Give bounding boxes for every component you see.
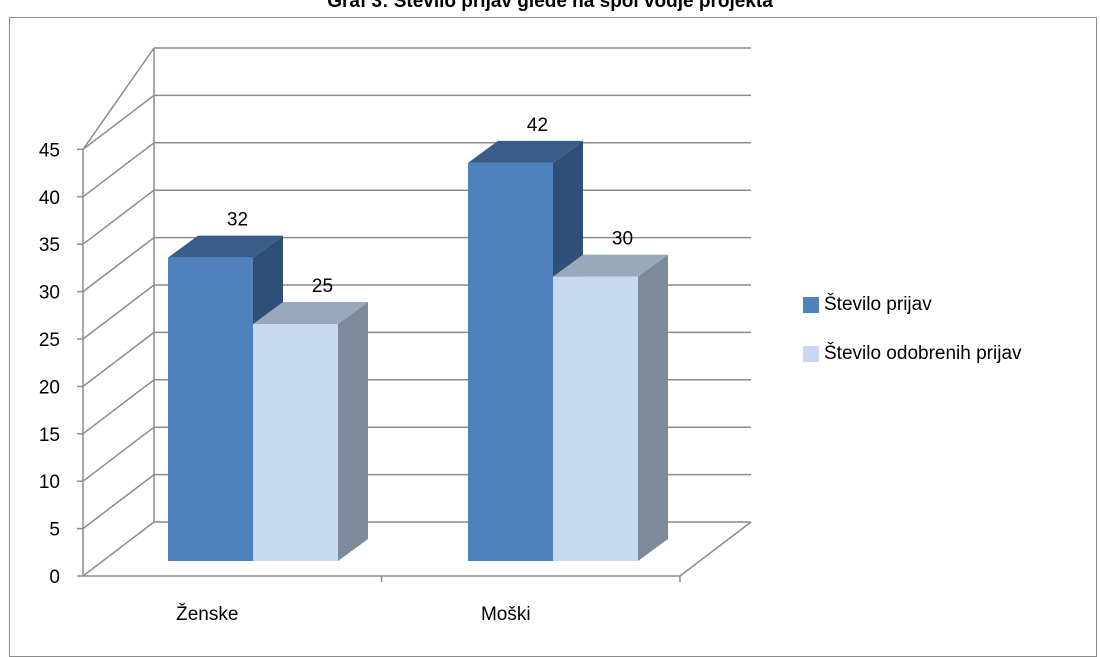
- chart-plot: 0 5 10 15 20 25 30 35 40 45 Ženske Moški 32 42 25 30: [39, 47, 752, 625]
- side-gridline-35: [82, 189, 155, 245]
- data-label-s1-c0: 25: [312, 276, 333, 297]
- y-tick-label-5: 5: [49, 520, 60, 541]
- bar-s1-c1: [553, 276, 638, 561]
- y-tick-label-20: 20: [39, 377, 60, 398]
- side-gridline-0: [82, 521, 155, 577]
- y-tick-label-15: 15: [39, 425, 60, 446]
- y-tick-label-30: 30: [39, 283, 60, 304]
- side-gridline-top: [82, 47, 155, 150]
- bar-top-s1-c0: [253, 302, 368, 324]
- legend-label-prijave: Število prijav: [824, 294, 932, 315]
- bar-s1-c0: [253, 324, 338, 561]
- bar-side-s1-c0: [338, 302, 368, 561]
- chart-title: Graf 3: Število prijav glede na spol vod…: [327, 0, 773, 12]
- x-tick-label-1: Moški: [481, 604, 531, 625]
- data-label-s0-c0: 32: [227, 210, 248, 231]
- floor-right-edge: [679, 521, 752, 577]
- side-gridline-5: [82, 474, 155, 530]
- side-gridline-25: [82, 284, 155, 340]
- side-gridline-30: [82, 237, 155, 293]
- x-tick-label-0: Ženske: [176, 603, 238, 625]
- bar-top-s1-c1: [553, 254, 668, 277]
- side-gridline-45: [82, 94, 155, 150]
- side-gridline-20: [82, 331, 155, 387]
- bar-top-s0-c0: [168, 235, 283, 258]
- legend-label-odobrene: Število odobrenih prijav: [824, 343, 1022, 364]
- side-gridline-15: [82, 379, 155, 435]
- side-gridline-40: [82, 142, 155, 198]
- y-tick-label-10: 10: [39, 472, 60, 493]
- data-label-s1-c1: 30: [612, 229, 633, 250]
- y-tick-label-45: 45: [39, 140, 60, 161]
- bar-top-s0-c1: [468, 140, 583, 163]
- legend: Število prijav Število odobrenih prijav: [803, 292, 1022, 390]
- y-tick-label-40: 40: [39, 188, 60, 209]
- data-label-s0-c1: 42: [527, 115, 548, 136]
- legend-swatch-odobrene: [803, 346, 819, 362]
- legend-item-prijave: Število prijav: [803, 292, 1022, 318]
- y-tick-label-35: 35: [39, 235, 60, 256]
- bar-side-s1-c1: [638, 254, 668, 561]
- bar-s0-c1: [468, 162, 553, 561]
- side-gridline-10: [82, 426, 155, 482]
- y-tick-label-25: 25: [39, 330, 60, 351]
- y-tick-label-0: 0: [49, 567, 60, 588]
- legend-item-odobrene: Število odobrenih prijav: [803, 341, 1022, 367]
- bar-s0-c0: [168, 257, 253, 561]
- legend-swatch-prijave: [803, 297, 819, 313]
